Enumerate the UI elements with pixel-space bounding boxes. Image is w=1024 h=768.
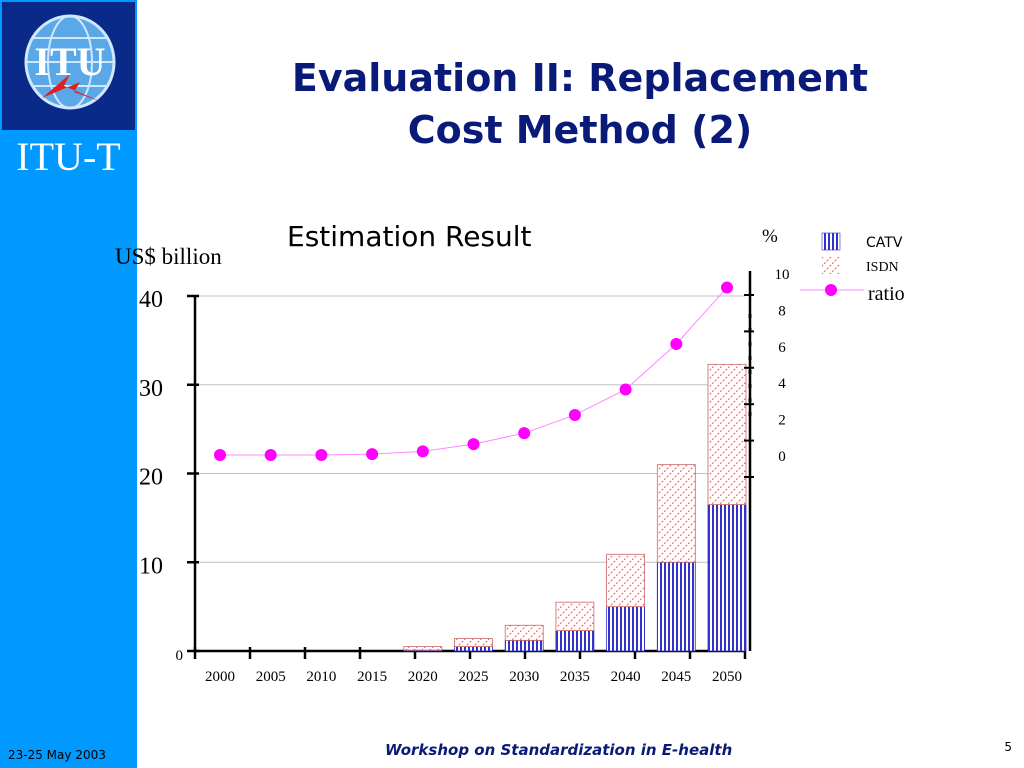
bar-isdn — [656, 464, 696, 563]
x-tick-label: 2000 — [205, 669, 235, 685]
svg-text:ITU: ITU — [34, 39, 105, 84]
y2-dot — [748, 356, 752, 360]
legend-label: CATV — [866, 235, 903, 251]
legend-label: ISDN — [866, 260, 899, 275]
bar-isdn — [504, 624, 544, 641]
y2-dot — [748, 328, 752, 332]
y-tick-label: 10 — [139, 553, 163, 579]
brand-label: ITU-T — [16, 134, 121, 179]
bar-catv — [555, 630, 595, 652]
legend-marker — [825, 284, 837, 296]
y2-dot — [748, 314, 752, 318]
globe-icon: ITU — [24, 14, 116, 110]
y2-tick-label: 10 — [775, 267, 790, 283]
bar-catv — [656, 561, 696, 652]
x-tick-label: 2020 — [408, 669, 438, 685]
y2-tick-label: 4 — [778, 376, 786, 392]
x-tick-label: 2015 — [357, 669, 387, 685]
x-tick-label: 2030 — [509, 669, 539, 685]
ratio-point — [619, 383, 632, 396]
y2-tick-label: 2 — [778, 413, 786, 429]
slide-title-line1: Evaluation II: Replacement — [291, 56, 869, 100]
bar-catv — [707, 504, 747, 652]
bar-isdn — [707, 363, 747, 505]
bar-isdn — [606, 553, 645, 608]
y2-tick-label: 8 — [778, 303, 786, 319]
ratio-point — [670, 337, 683, 350]
y2-dot — [748, 342, 752, 346]
y-axis-unit-label: US$ billion — [115, 244, 222, 269]
x-tick-label: 2010 — [306, 669, 336, 685]
ratio-point — [518, 427, 531, 440]
y2-tick-label: 6 — [778, 340, 786, 356]
ratio-line — [220, 287, 728, 456]
x-tick-label: 2025 — [459, 669, 489, 685]
page-number: 5 — [1004, 740, 1012, 754]
ratio-point — [568, 408, 581, 421]
bar-isdn — [555, 601, 595, 631]
ratio-point — [416, 445, 429, 458]
ratio-point — [721, 281, 733, 294]
ratio-point — [366, 448, 379, 461]
x-tick-label: 2005 — [256, 669, 286, 685]
chart-title: Estimation Result — [287, 220, 532, 253]
ratio-point — [315, 449, 328, 461]
y2-dot — [748, 398, 752, 402]
y2-dot — [748, 412, 752, 416]
y-tick-label: 30 — [139, 376, 163, 402]
ratio-point — [214, 449, 226, 461]
sidebar: ITU ITU-T — [0, 0, 137, 768]
legend-swatch — [822, 257, 840, 274]
bar-isdn — [454, 638, 493, 647]
y2-dot — [748, 384, 752, 388]
y-tick-label: 0 — [176, 648, 184, 664]
ratio-point — [264, 449, 277, 461]
slide-title-line2: Cost Method (2) — [407, 108, 753, 152]
x-tick-label: 2045 — [661, 669, 691, 685]
y-tick-label: 40 — [139, 287, 163, 313]
bar-catv — [504, 639, 544, 652]
y2-dot — [748, 370, 752, 374]
y2-axis-unit-label: % — [762, 226, 778, 247]
bar-catv — [454, 646, 493, 652]
x-tick-label: 2040 — [611, 669, 641, 685]
itu-logo: ITU — [2, 2, 135, 130]
footer-title: Workshop on Standardization in E-health — [385, 741, 733, 759]
legend-label: ratio — [868, 283, 905, 305]
x-tick-label: 2035 — [560, 669, 590, 685]
legend-swatch — [821, 232, 841, 251]
y2-tick-label: 0 — [778, 449, 786, 465]
footer-date: 23-25 May 2003 — [8, 748, 106, 762]
bar-catv — [606, 606, 645, 652]
y-tick-label: 20 — [139, 465, 163, 491]
bar-isdn — [403, 646, 443, 651]
x-tick-label: 2050 — [712, 669, 742, 685]
slide-title: Evaluation II: Replacement Cost Method (… — [150, 52, 1010, 156]
ratio-point — [467, 438, 480, 451]
